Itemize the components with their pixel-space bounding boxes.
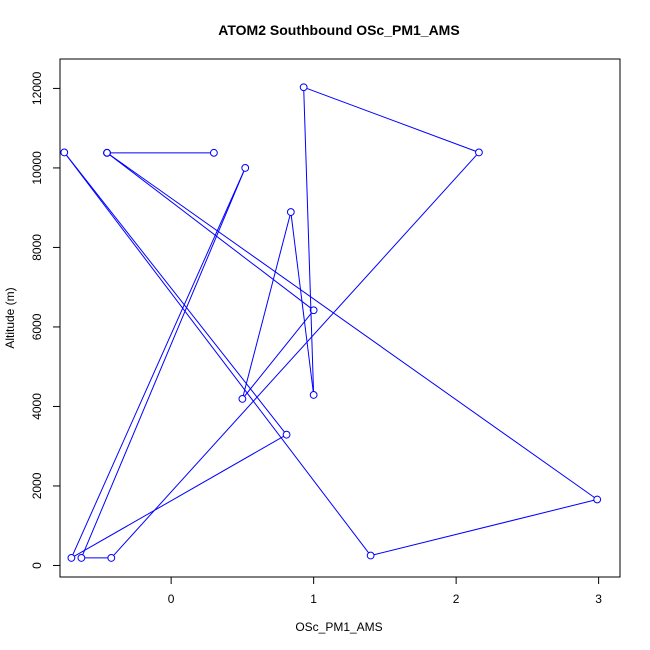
data-point bbox=[282, 430, 291, 439]
data-point bbox=[209, 148, 218, 157]
series-line-segment bbox=[65, 154, 285, 433]
x-tick-label: 3 bbox=[595, 592, 602, 606]
x-tick-label: 2 bbox=[453, 592, 460, 606]
series-line-segment bbox=[244, 312, 312, 397]
y-axis: 0 2000 4000 6000 8000 10000 12000 bbox=[30, 71, 61, 569]
series-line-segment bbox=[290, 215, 314, 392]
series-line-segment bbox=[109, 154, 312, 309]
series-line-segment bbox=[72, 170, 245, 556]
x-tick-label: 0 bbox=[168, 592, 175, 606]
series-line-segment bbox=[74, 435, 284, 557]
series-line-segment bbox=[306, 87, 476, 152]
data-point bbox=[77, 554, 86, 562]
series-line-segment bbox=[242, 215, 291, 396]
y-tick-label: 4000 bbox=[30, 393, 44, 420]
series-line-segment bbox=[82, 170, 245, 555]
chart-title: ATOM2 Southbound OSc_PM1_AMS bbox=[218, 22, 459, 38]
y-tick-label: 8000 bbox=[30, 234, 44, 261]
y-tick-label: 6000 bbox=[30, 313, 44, 340]
x-axis: 0 1 2 3 bbox=[168, 576, 602, 606]
series-line-segment bbox=[373, 499, 595, 556]
series-line-segment bbox=[109, 154, 595, 498]
data-point bbox=[366, 551, 375, 560]
data-point bbox=[475, 148, 483, 157]
series-layer bbox=[60, 83, 602, 562]
data-point bbox=[103, 148, 111, 157]
data-point bbox=[309, 391, 318, 399]
data-point bbox=[238, 395, 247, 403]
y-tick-label: 2000 bbox=[30, 472, 44, 499]
series-line-segment bbox=[303, 90, 315, 392]
y-tick-label: 0 bbox=[30, 562, 44, 569]
data-point bbox=[67, 554, 76, 562]
data-point bbox=[60, 148, 69, 157]
data-point bbox=[286, 208, 295, 216]
data-point bbox=[299, 83, 308, 92]
y-tick-label: 10000 bbox=[30, 151, 44, 185]
series-line-segment bbox=[65, 154, 369, 554]
data-point bbox=[241, 164, 250, 172]
data-point bbox=[309, 306, 318, 315]
data-point bbox=[593, 495, 602, 504]
y-axis-label: Altitude (m) bbox=[3, 287, 17, 348]
series-line-segment bbox=[113, 154, 478, 556]
x-tick-label: 1 bbox=[310, 592, 317, 606]
y-tick-label: 12000 bbox=[30, 71, 44, 105]
data-point bbox=[107, 554, 116, 562]
x-axis-label: OSc_PM1_AMS bbox=[295, 620, 382, 634]
